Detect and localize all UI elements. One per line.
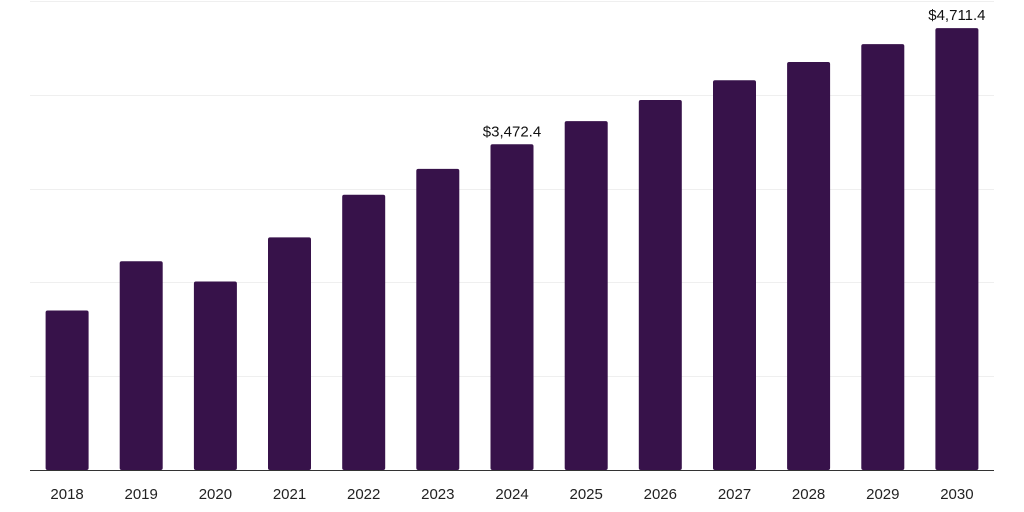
x-tick-label: 2018 — [50, 486, 83, 503]
bar-2019 — [119, 261, 163, 470]
bar-2018 — [45, 310, 89, 470]
data-labels: $3,472.4 $4,711.4 — [483, 7, 986, 140]
x-axis: 2018 2019 2020 2021 2022 2023 2024 2025 2026 2027… — [30, 470, 994, 503]
x-tick-label: 2021 — [273, 486, 306, 503]
bar-2027 — [713, 80, 756, 471]
x-tick-label: 2026 — [644, 486, 677, 503]
x-tick-label: 2025 — [570, 486, 603, 503]
x-tick-label: 2020 — [199, 486, 232, 503]
bar-2029 — [861, 44, 905, 470]
x-tick-label: 2028 — [792, 486, 825, 503]
bar-2024 — [490, 144, 534, 471]
bar-2028 — [787, 62, 831, 470]
x-tick-label: 2019 — [125, 486, 158, 503]
bars — [45, 28, 979, 471]
data-label-2024: $3,472.4 — [483, 123, 541, 140]
x-tick-label: 2027 — [718, 486, 751, 503]
x-tick-label: 2022 — [347, 486, 380, 503]
bar-2030 — [935, 28, 979, 470]
bar-2025 — [564, 121, 608, 470]
data-label-2030: $4,711.4 — [928, 7, 985, 24]
bar-2026 — [638, 100, 682, 470]
bar-2020 — [193, 281, 237, 470]
bar-2021 — [268, 237, 311, 470]
x-tick-label: 2030 — [940, 486, 973, 503]
bar-2023 — [416, 168, 460, 470]
x-tick-label: 2029 — [866, 486, 899, 503]
x-tick-label: 2024 — [495, 486, 528, 503]
bar-2022 — [342, 194, 386, 470]
x-tick-label: 2023 — [421, 486, 454, 503]
